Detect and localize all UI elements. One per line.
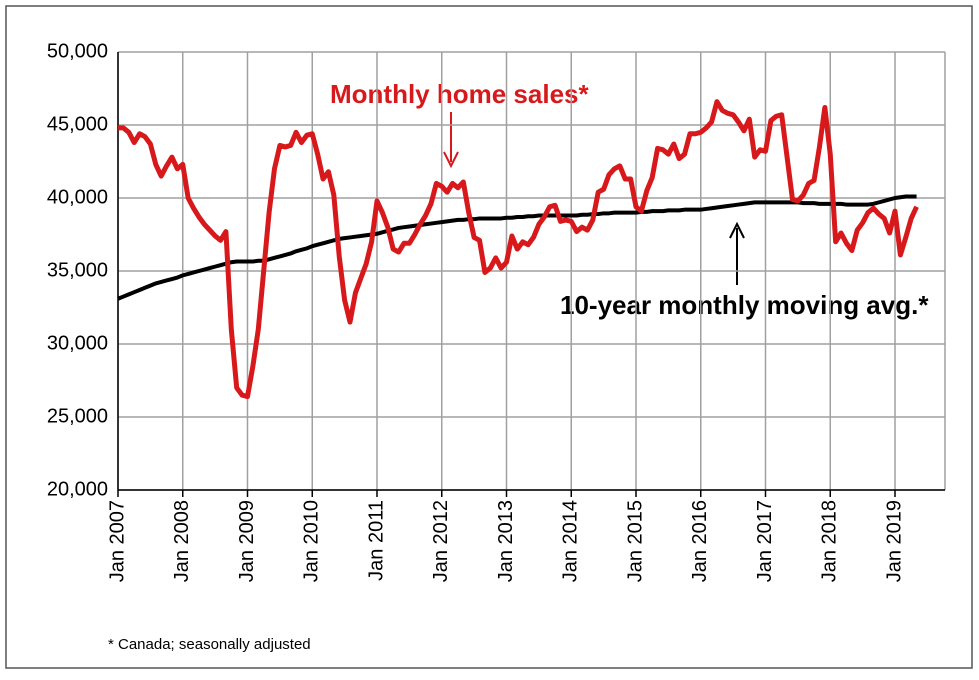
x-tick-label: Jan 2016 — [689, 500, 711, 582]
x-tick-label: Jan 2012 — [430, 500, 452, 582]
x-tick-label: Jan 2009 — [236, 500, 258, 582]
x-tick-label: Jan 2013 — [495, 500, 517, 582]
grid — [117, 51, 946, 491]
annotation: Monthly home sales* — [330, 79, 589, 109]
arrow — [729, 221, 745, 285]
y-tick-label: 30,000 — [47, 332, 108, 354]
x-tick-label: Jan 2015 — [624, 500, 646, 582]
x-tick-label: Jan 2008 — [171, 500, 193, 582]
y-tick-label: 45,000 — [47, 113, 108, 135]
x-tick-label: Jan 2019 — [883, 500, 905, 582]
y-tick-label: 25,000 — [47, 405, 108, 427]
x-tick-label: Jan 2007 — [106, 500, 128, 582]
x-tick-label: Jan 2018 — [819, 500, 841, 582]
y-tick-label: 20,000 — [47, 478, 108, 500]
x-tick-label: Jan 2011 — [365, 500, 387, 581]
footnote: * Canada; seasonally adjusted — [108, 636, 311, 653]
y-tick-label: 35,000 — [47, 259, 108, 281]
series-line — [118, 99, 919, 400]
x-tick-label: Jan 2017 — [754, 500, 776, 582]
x-tick-label: Jan 2010 — [301, 500, 323, 582]
x-tick-label: Jan 2014 — [560, 500, 582, 582]
y-tick-label: 40,000 — [47, 186, 108, 208]
annotation: 10-year monthly moving avg.* — [560, 290, 929, 320]
y-tick-label: 50,000 — [47, 40, 108, 62]
arrow — [443, 112, 459, 169]
frame — [5, 5, 973, 669]
series-line — [117, 194, 917, 301]
